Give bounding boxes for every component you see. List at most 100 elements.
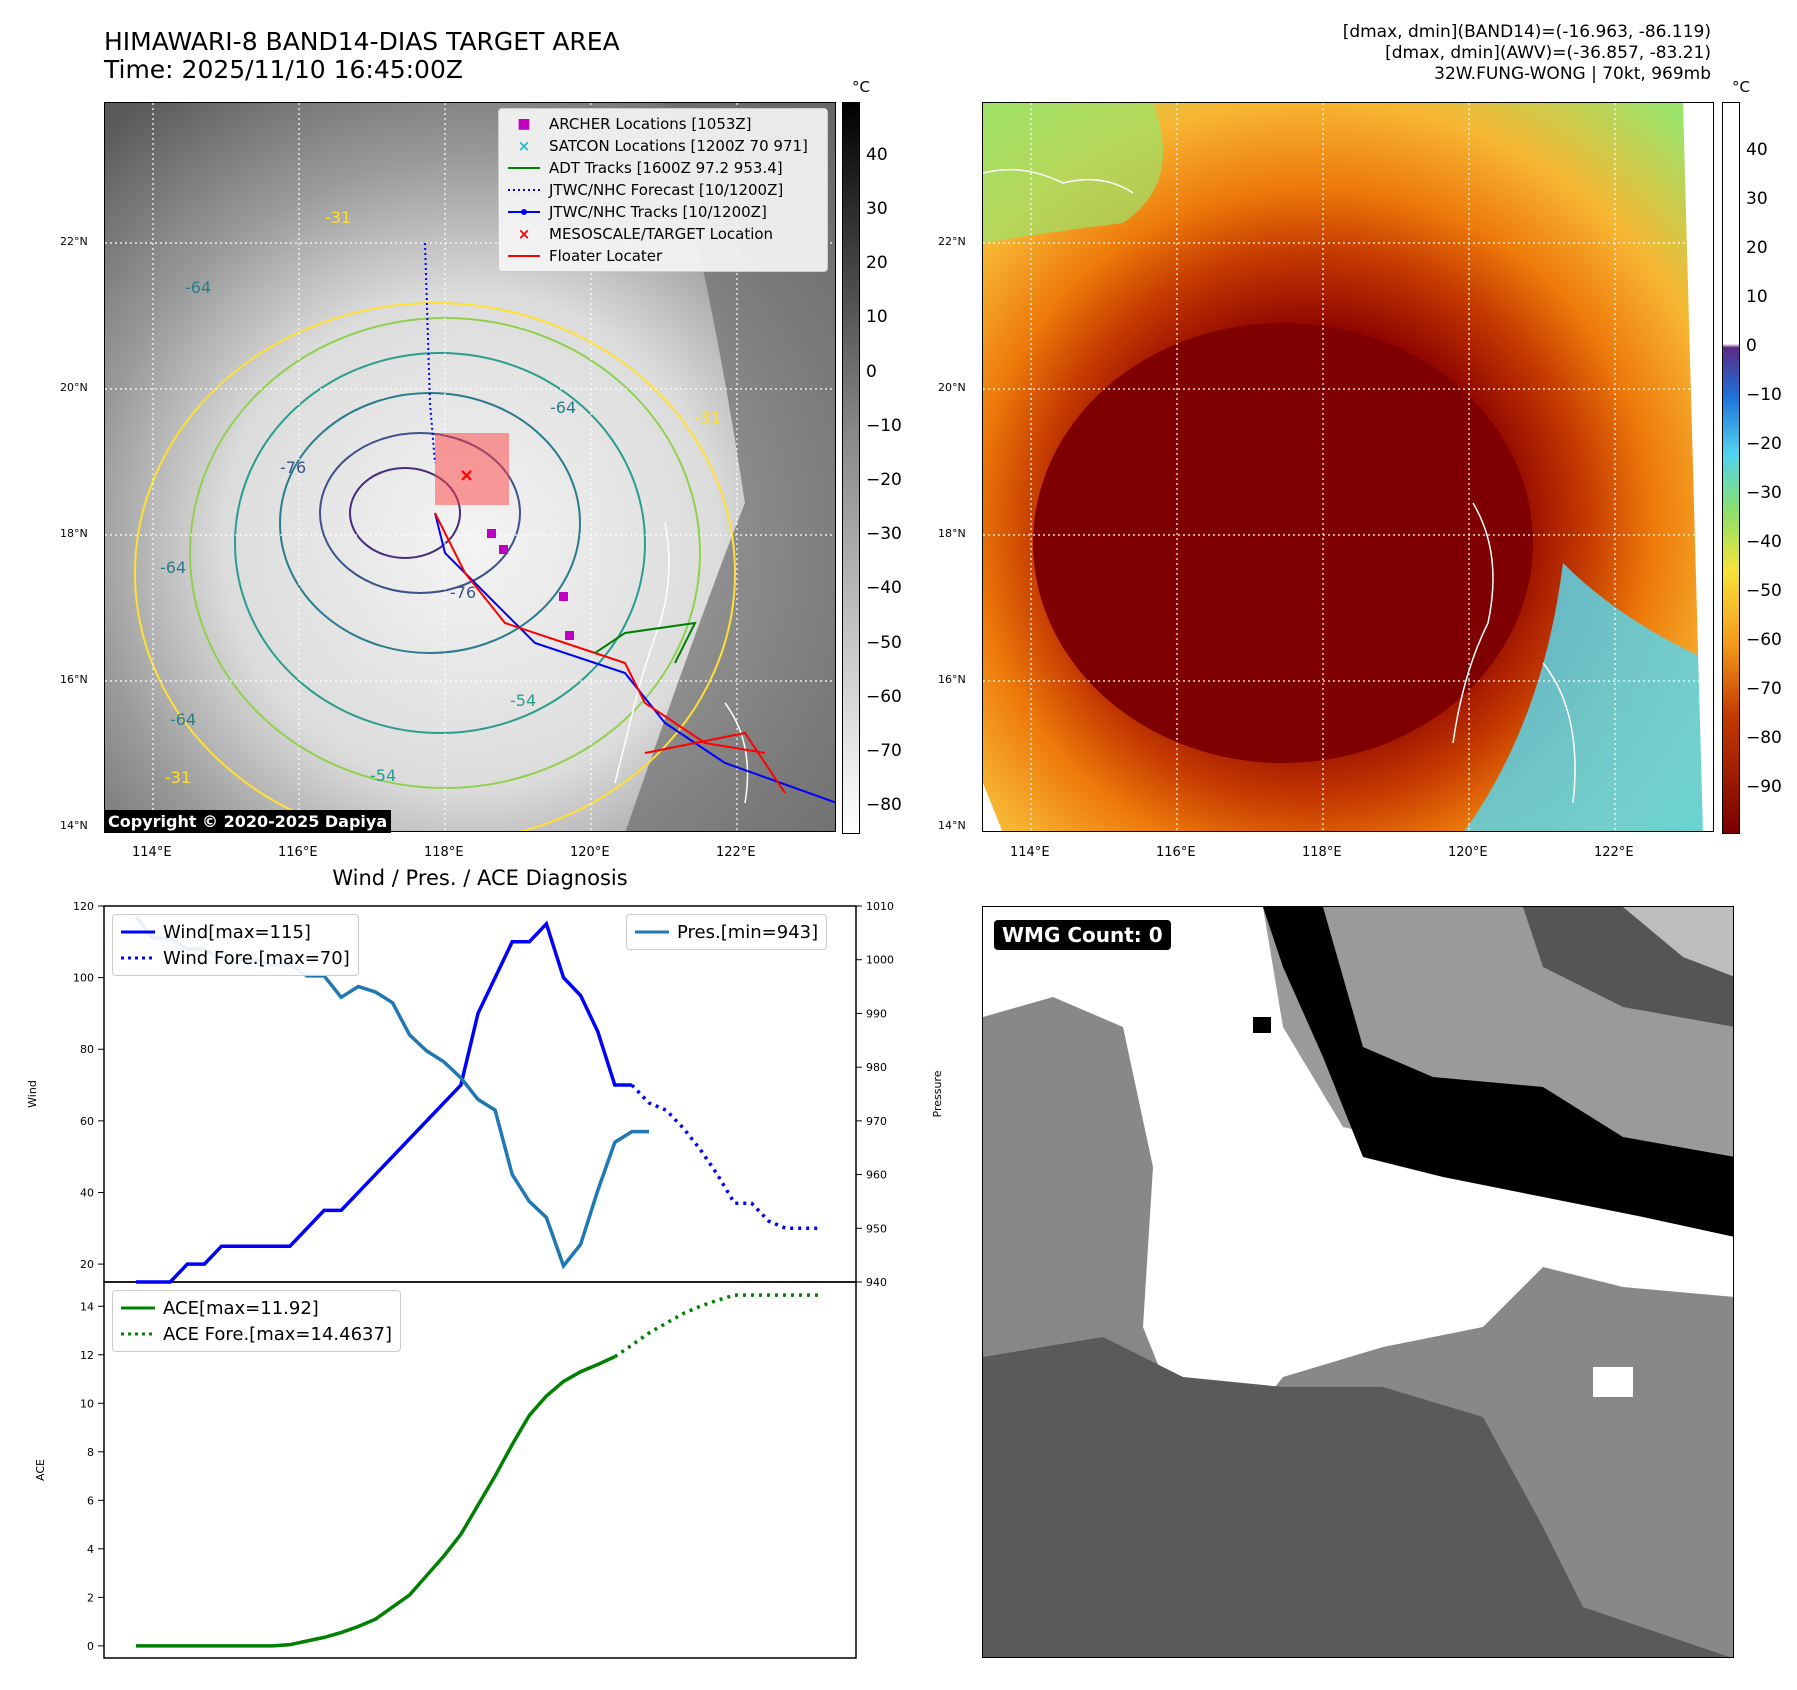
wind-ytick: 120 — [73, 900, 94, 913]
contour-label: -64 — [160, 558, 186, 577]
svg-text:×: × — [459, 465, 474, 486]
line-dot-icon — [507, 208, 541, 216]
colorbar-tick: 30 — [1746, 189, 1768, 209]
ace-ytick: 8 — [87, 1446, 94, 1459]
pressure-ytick: 970 — [866, 1115, 887, 1128]
contour-label: -64 — [170, 710, 196, 729]
lat-label: 18°N — [60, 527, 88, 540]
wmg-image — [983, 907, 1733, 1657]
lon-label: 120°E — [570, 845, 610, 860]
colorbar-tick: 20 — [866, 253, 888, 273]
lon-label: 122°E — [716, 845, 756, 860]
right-colorbar — [1722, 102, 1740, 834]
title-line-2: Time: 2025/11/10 16:45:00Z — [104, 55, 463, 84]
colorbar-tick: −30 — [866, 524, 902, 544]
colorbar-tick: −10 — [866, 416, 902, 436]
lon-label: 120°E — [1448, 845, 1488, 860]
lon-label: 116°E — [278, 845, 318, 860]
legend-item: Pres.[min=943] — [635, 919, 818, 945]
legend-item: Floater Locater — [507, 245, 819, 267]
pressure-ytick: 980 — [866, 1061, 887, 1074]
line-icon — [121, 930, 155, 934]
legend-item: JTWC/NHC Tracks [10/1200Z] — [507, 201, 819, 223]
contour-label: -31 — [165, 768, 191, 787]
pressure-ytick: 960 — [866, 1169, 887, 1182]
lat-label: 18°N — [938, 527, 966, 540]
colorbar-tick: −60 — [866, 687, 902, 707]
square-marker-icon: ■ — [517, 116, 531, 132]
wind-legend: Wind[max=115] Wind Fore.[max=70] — [112, 914, 359, 976]
legend-item: Wind Fore.[max=70] — [121, 945, 350, 971]
ace-ytick: 12 — [80, 1349, 94, 1362]
line-icon — [507, 254, 541, 258]
dotted-line-icon — [121, 1332, 155, 1336]
colorbar-tick: −50 — [866, 633, 902, 653]
contour-label: -76 — [450, 583, 476, 602]
wind-ytick: 100 — [73, 972, 94, 985]
line-icon — [121, 1306, 155, 1310]
dotted-line-icon — [507, 188, 541, 192]
pressure-axis-label: Pressure — [931, 1070, 944, 1117]
contour-label: -64 — [550, 398, 576, 417]
colorbar-tick: −80 — [1746, 728, 1782, 748]
lat-label: 20°N — [938, 381, 966, 394]
colorbar-tick: −20 — [1746, 434, 1782, 454]
colorbar-tick: 20 — [1746, 238, 1768, 258]
colorbar-tick: −60 — [1746, 630, 1782, 650]
lon-label: 114°E — [1010, 845, 1050, 860]
legend-item: Wind[max=115] — [121, 919, 350, 945]
lon-label: 118°E — [1302, 845, 1342, 860]
wmg-panel — [982, 906, 1734, 1658]
ace-legend: ACE[max=11.92] ACE Fore.[max=14.4637] — [112, 1290, 401, 1352]
colorbar-tick: 30 — [866, 199, 888, 219]
figure-metadata: [dmax, dmin](BAND14)=(-16.963, -86.119) … — [1343, 22, 1711, 85]
x-marker-icon: × — [517, 225, 531, 243]
colorbar-tick: −80 — [866, 795, 902, 815]
ace-axis-label: ACE — [34, 1459, 47, 1481]
left-colorbar — [842, 102, 860, 834]
pressure-ytick: 1000 — [866, 954, 894, 967]
contour-label: -31 — [325, 208, 351, 227]
awv-map — [983, 103, 1713, 831]
contour-label: -31 — [695, 408, 721, 427]
figure-title: HIMAWARI-8 BAND14-DIAS TARGET AREA Time: … — [104, 28, 620, 84]
ace-ytick: 4 — [87, 1543, 94, 1556]
lon-label: 118°E — [424, 845, 464, 860]
pressure-legend: Pres.[min=943] — [626, 914, 828, 950]
legend-item: × SATCON Locations [1200Z 70 971] — [507, 135, 819, 157]
colorbar-tick: −70 — [866, 741, 902, 761]
wind-ytick: 40 — [80, 1186, 94, 1199]
colorbar-tick: −40 — [1746, 532, 1782, 552]
wind-axis-label: Wind — [26, 1080, 39, 1108]
title-line-1: HIMAWARI-8 BAND14-DIAS TARGET AREA — [104, 27, 620, 56]
pressure-ytick: 990 — [866, 1007, 887, 1020]
colorbar-tick: 40 — [1746, 140, 1768, 160]
meta-storm: 32W.FUNG-WONG | 70kt, 969mb — [1434, 64, 1711, 84]
wind-series-line — [136, 920, 632, 1284]
lat-label: 14°N — [938, 819, 966, 832]
contour-label: -54 — [370, 766, 396, 785]
dotted-line-icon — [121, 956, 155, 960]
pressure-ytick: 1010 — [866, 900, 894, 913]
legend-item: JTWC/NHC Forecast [10/1200Z] — [507, 179, 819, 201]
colorbar-tick: −70 — [1746, 679, 1782, 699]
colorbar-tick: −30 — [1746, 483, 1782, 503]
meta-awv: [dmax, dmin](AWV)=(-36.857, -83.21) — [1385, 43, 1711, 63]
wind-ytick: 60 — [80, 1115, 94, 1128]
legend-item: ADT Tracks [1600Z 97.2 953.4] — [507, 157, 819, 179]
colorbar-tick: −20 — [866, 470, 902, 490]
lon-label: 116°E — [1156, 845, 1196, 860]
contour-label: -76 — [280, 458, 306, 477]
map-legend: ■ ARCHER Locations [1053Z] × SATCON Locati… — [498, 108, 828, 272]
meta-band14: [dmax, dmin](BAND14)=(-16.963, -86.119) — [1342, 22, 1711, 42]
lat-label: 20°N — [60, 381, 88, 394]
wind-ytick: 20 — [80, 1258, 94, 1271]
lat-label: 14°N — [60, 819, 88, 832]
legend-item: ACE[max=11.92] — [121, 1295, 392, 1321]
ace-forecast-line — [613, 1293, 820, 1359]
colorbar-tick: 0 — [866, 362, 877, 382]
pressure-ytick: 940 — [866, 1276, 887, 1289]
pressure-ytick: 950 — [866, 1222, 887, 1235]
colorbar-tick: −40 — [866, 578, 902, 598]
lat-label: 22°N — [938, 235, 966, 248]
